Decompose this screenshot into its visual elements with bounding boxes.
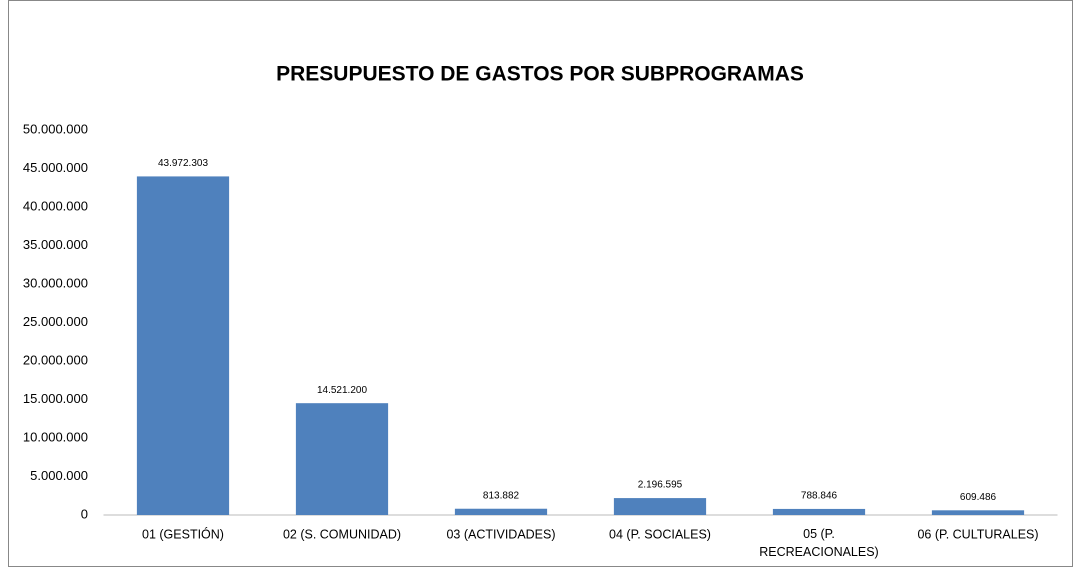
y-tick-label: 20.000.000 [23, 352, 88, 367]
data-label: 14.521.200 [317, 385, 367, 396]
y-tick-label: 15.000.000 [23, 391, 88, 406]
y-tick-label: 25.000.000 [23, 314, 88, 329]
x-tick-label: 01 (GESTIÓN) [142, 526, 224, 541]
x-tick-label: 03 (ACTIVIDADES) [446, 527, 555, 541]
y-tick-label: 10.000.000 [23, 429, 88, 444]
y-tick-label: 40.000.000 [23, 198, 88, 213]
y-tick-label: 35.000.000 [23, 237, 88, 252]
bar [931, 510, 1025, 515]
data-label: 43.972.303 [158, 158, 208, 169]
x-tick-label: 02 (S. COMUNIDAD) [283, 527, 401, 541]
data-label: 2.196.595 [638, 480, 683, 491]
y-tick-label: 30.000.000 [23, 275, 88, 290]
bar [136, 176, 230, 515]
bar [772, 508, 866, 515]
bar [295, 403, 389, 515]
y-tick-label: 50.000.000 [23, 121, 88, 136]
chart-title: PRESUPUESTO DE GASTOS POR SUBPROGRAMAS [276, 63, 804, 86]
y-tick-label: 45.000.000 [23, 160, 88, 175]
y-tick-label: 0 [81, 506, 88, 521]
y-tick-label: 5.000.000 [30, 468, 88, 483]
x-tick-label: 06 (P. CULTURALES) [917, 527, 1038, 541]
data-label: 609.486 [960, 492, 997, 503]
x-tick-label: 04 (P. SOCIALES) [609, 527, 711, 541]
data-label: 813.882 [483, 490, 520, 501]
data-label: 788.846 [801, 491, 838, 502]
bar [613, 498, 707, 515]
x-tick-label: 05 (P. RECREACIONALES) [759, 527, 878, 559]
bar [454, 508, 548, 515]
